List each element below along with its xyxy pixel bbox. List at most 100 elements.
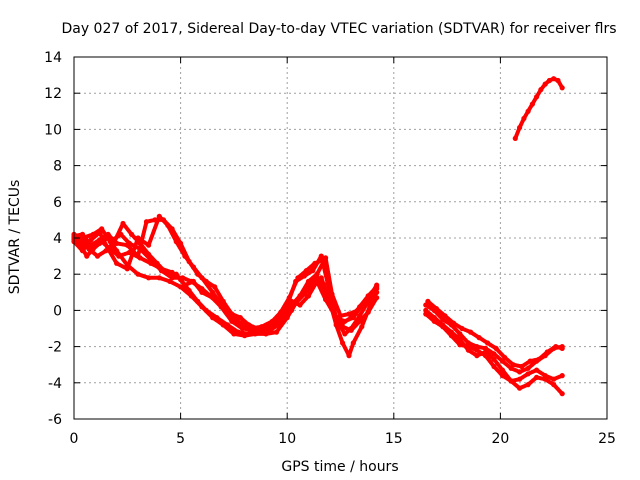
data-point <box>284 315 290 321</box>
data-point <box>499 367 506 373</box>
data-point <box>491 356 497 362</box>
data-point <box>465 347 471 353</box>
data-point <box>323 255 329 261</box>
data-point <box>305 293 312 299</box>
data-point <box>485 340 491 346</box>
data-point <box>105 231 111 237</box>
y-tick-label: -6 <box>48 412 62 428</box>
data-point <box>231 331 237 337</box>
data-point <box>363 298 369 304</box>
data-point <box>493 345 499 351</box>
data-point <box>84 253 90 259</box>
y-tick-label: 8 <box>53 159 62 175</box>
data-point <box>212 284 218 290</box>
data-point <box>190 264 196 270</box>
data-point <box>301 273 307 279</box>
data-point <box>342 318 348 324</box>
x-tick-label: 5 <box>176 431 185 447</box>
data-point <box>105 246 111 252</box>
data-point <box>182 282 188 288</box>
x-tick-label: 25 <box>598 431 616 447</box>
data-point <box>252 325 258 332</box>
data-point <box>365 309 371 315</box>
data-point <box>542 81 548 87</box>
data-point <box>173 271 179 277</box>
data-point <box>348 327 354 333</box>
data-point <box>154 260 160 266</box>
data-point <box>423 307 429 313</box>
data-point <box>534 94 540 100</box>
data-point <box>173 239 179 245</box>
series-line <box>72 214 379 333</box>
data-point <box>529 101 536 107</box>
data-point <box>491 351 497 357</box>
axis-ticks: 0 5 10 15 20 25 -6 -4 -2 0 2 4 6 8 10 12 14 <box>44 50 616 447</box>
data-point <box>199 275 205 281</box>
data-point <box>182 253 188 259</box>
data-point <box>559 85 565 91</box>
data-point <box>135 253 141 259</box>
y-tick-label: 6 <box>53 195 62 211</box>
data-point <box>468 329 474 335</box>
data-point <box>374 295 380 301</box>
y-tick-label: 0 <box>53 303 62 319</box>
series-line <box>72 236 379 358</box>
data-point <box>536 356 542 362</box>
x-tick-label: 10 <box>278 431 296 447</box>
series-track-11 <box>512 76 565 141</box>
data-point <box>517 125 523 131</box>
x-tick-label: 20 <box>491 431 509 447</box>
data-point <box>190 278 196 284</box>
data-point <box>114 248 120 254</box>
data-point <box>305 278 312 284</box>
data-point <box>525 365 531 371</box>
data-point <box>538 87 544 93</box>
series-track-10 <box>423 307 565 397</box>
data-point <box>288 302 295 308</box>
data-point <box>350 315 356 321</box>
data-point <box>318 253 324 259</box>
data-point <box>459 325 465 332</box>
data-point <box>491 363 497 370</box>
data-point <box>333 322 339 328</box>
data-point <box>474 353 480 359</box>
data-point <box>242 333 248 339</box>
data-point <box>237 315 243 321</box>
data-point <box>519 363 525 370</box>
data-point <box>323 296 329 303</box>
data-point <box>340 324 346 330</box>
data-point <box>199 289 205 295</box>
data-point <box>555 77 561 84</box>
chart-title: Day 027 of 2017, Sidereal Day-to-day VTE… <box>61 21 616 37</box>
y-tick-label: 14 <box>44 50 62 66</box>
data-point <box>425 298 431 304</box>
data-point <box>482 349 489 355</box>
data-point <box>374 282 380 288</box>
data-point <box>559 391 565 397</box>
x-tick-label: 0 <box>70 431 79 447</box>
data-point <box>559 345 565 351</box>
data-point <box>314 271 320 277</box>
x-axis-label: GPS time / hours <box>281 459 398 475</box>
data-point <box>442 313 448 319</box>
data-point <box>135 235 141 241</box>
data-point <box>355 307 361 313</box>
data-point <box>114 260 120 266</box>
data-point <box>293 278 299 284</box>
series-track-6 <box>71 213 380 333</box>
data-point <box>169 275 175 281</box>
series-track-8 <box>423 311 565 384</box>
y-tick-label: -2 <box>48 340 62 356</box>
data-point <box>146 251 152 257</box>
y-tick-label: 10 <box>44 122 62 138</box>
data-point <box>273 329 280 335</box>
data-point <box>263 324 269 330</box>
y-axis-label: SDTVAR / TECUs <box>7 180 23 295</box>
data-point <box>310 268 316 274</box>
data-point <box>135 271 141 277</box>
data-point <box>340 340 346 346</box>
data-point <box>510 362 516 368</box>
data-point <box>199 304 205 310</box>
data-point <box>508 378 514 384</box>
data-point <box>517 376 523 382</box>
